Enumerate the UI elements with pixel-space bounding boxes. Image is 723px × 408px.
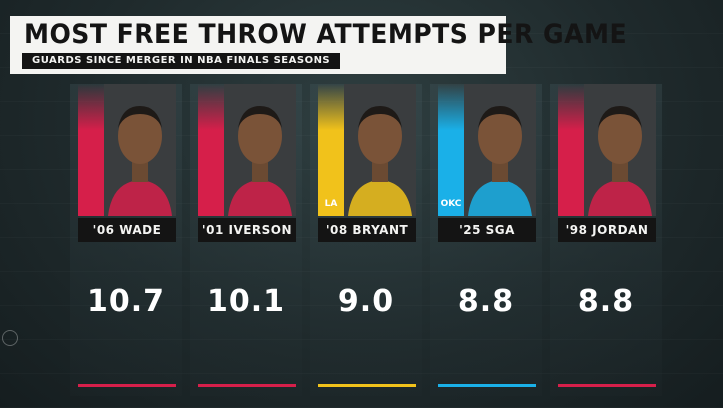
player-photo-panel <box>78 84 176 216</box>
player-photo <box>464 84 536 216</box>
76ers-logo <box>200 194 222 214</box>
team-color-underline <box>558 384 656 387</box>
player-photo-panel <box>558 84 656 216</box>
thunder-logo: OKC <box>440 199 462 209</box>
player-name-label: '06 WADE <box>78 218 176 242</box>
team-color-stripe <box>198 84 224 216</box>
player-column: '98 JORDAN 8.8 <box>550 84 662 396</box>
player-photo-panel: LA <box>318 84 416 216</box>
team-color-stripe <box>558 84 584 216</box>
player-photo <box>224 84 296 216</box>
team-color-stripe: OKC <box>438 84 464 216</box>
player-photo-panel: OKC <box>438 84 536 216</box>
team-color-underline <box>78 384 176 387</box>
player-column: '01 IVERSON 10.1 <box>190 84 302 396</box>
fta-value-label: 10.7 <box>86 284 166 319</box>
player-photo <box>584 84 656 216</box>
fta-value-label: 8.8 <box>457 284 515 319</box>
player-name-label: '08 BRYANT <box>318 218 416 242</box>
player-name-label: '98 JORDAN <box>558 218 656 242</box>
lakers-logo: LA <box>324 199 338 209</box>
player-photo <box>344 84 416 216</box>
bulls-logo <box>560 194 582 214</box>
fta-value-label: 9.0 <box>337 284 395 319</box>
team-color-stripe <box>78 84 104 216</box>
heat-logo <box>80 194 102 214</box>
team-color-underline <box>438 384 536 387</box>
player-name-label: '25 SGA <box>438 218 536 242</box>
player-column: LA '08 BRYANT 9.0 <box>310 84 422 396</box>
chart-subtitle: GUARDS SINCE MERGER IN NBA FINALS SEASON… <box>22 53 341 69</box>
chart-title: MOST FREE THROW ATTEMPTS PER GAME <box>24 19 628 50</box>
team-color-stripe: LA <box>318 84 344 216</box>
crosshair-icon <box>2 330 18 346</box>
fta-value-label: 8.8 <box>577 284 635 319</box>
title-card: MOST FREE THROW ATTEMPTS PER GAME GUARDS… <box>10 16 627 74</box>
fta-value-label: 10.1 <box>206 284 286 319</box>
team-color-underline <box>318 384 416 387</box>
team-color-underline <box>198 384 296 387</box>
player-column: '06 WADE 10.7 <box>70 84 182 396</box>
player-photo-panel <box>198 84 296 216</box>
player-name-label: '01 IVERSON <box>198 218 296 242</box>
player-column: OKC '25 SGA 8.8 <box>430 84 542 396</box>
player-photo <box>104 84 176 216</box>
